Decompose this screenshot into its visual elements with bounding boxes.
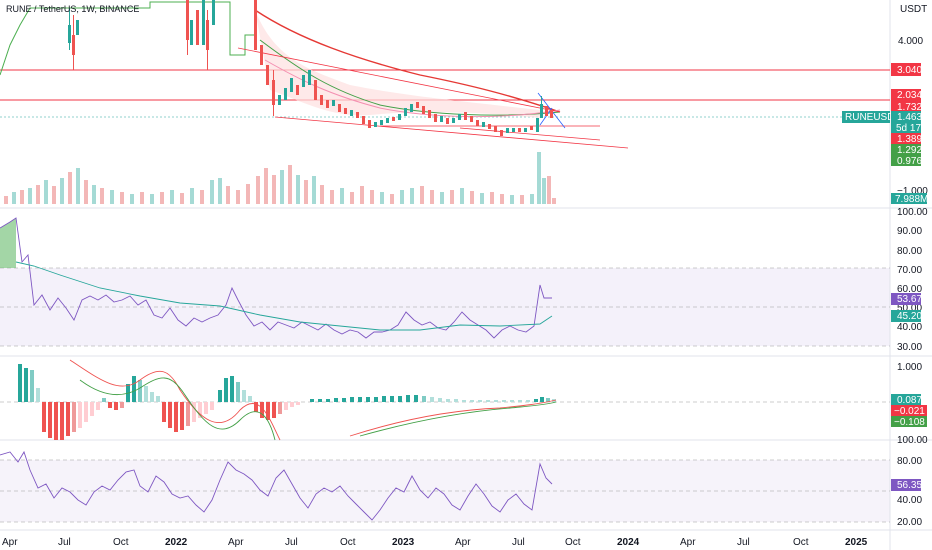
rsi-tick-30: 30.00 — [897, 342, 922, 353]
price-tag-0976: 0.976 — [897, 156, 922, 167]
stoch-line — [0, 450, 553, 521]
price-tag-current: 1.463 — [897, 112, 922, 123]
stoch-value-tag: 56.35 — [897, 480, 922, 491]
stoch-tick-80: 80.00 — [897, 456, 922, 467]
price-tick-4000: 4.000 — [898, 36, 923, 47]
time-tick: 2024 — [617, 537, 640, 548]
price-tick-neg1000: −1.000 — [897, 186, 928, 197]
macd-hist-tag: 0.087 — [897, 395, 922, 406]
stoch-tick-40: 40.00 — [897, 495, 922, 506]
symbol-tag[interactable] — [842, 111, 890, 123]
price-tag-1732: 1.732 — [897, 102, 922, 113]
time-tick: Jul — [285, 537, 298, 548]
macd-histogram — [18, 364, 556, 440]
time-tick: Apr — [2, 537, 18, 548]
price-tag-2034: 2.034 — [897, 90, 922, 101]
wedge-upper[interactable] — [237, 47, 561, 113]
chart-title: RUNE / TetherUS, 1W, BINANCE — [6, 4, 140, 14]
time-tick: Jul — [58, 537, 71, 548]
rsi-tick-100: 100.00 — [897, 207, 928, 218]
ma-green-line — [259, 39, 561, 116]
rsi-tick-50: 50.00 — [897, 303, 922, 314]
time-tick: Oct — [113, 537, 129, 548]
rsi-tick-60: 60.00 — [897, 284, 922, 295]
rsi-value-tag: 53.67 — [897, 294, 922, 305]
volume-tag: 7.988M — [895, 194, 928, 205]
time-tick: Apr — [680, 537, 696, 548]
time-tick: Jul — [737, 537, 750, 548]
price-tag-countdown: 5d 17h — [896, 123, 927, 134]
volume-bars — [4, 152, 556, 204]
rsi-tick-40: 40.00 — [897, 322, 922, 333]
time-tick: Oct — [793, 537, 809, 548]
price-tag-3040: 3.040 — [897, 65, 922, 76]
rsi-tick-80: 80.00 — [897, 246, 922, 257]
macd-signal-tag: −0.108 — [894, 417, 925, 428]
supertrend-line — [0, 1, 255, 76]
candles — [68, 0, 553, 136]
time-axis[interactable]: Apr Jul Oct 2022 Apr Jul Oct 2023 Apr Ju… — [2, 537, 868, 548]
rsi-tick-70: 70.00 — [897, 265, 922, 276]
ma-pink-line — [264, 59, 561, 118]
time-tick: Oct — [565, 537, 581, 548]
rsi-ma-value-tag: 45.20 — [897, 311, 922, 322]
macd-line-tag: −0.021 — [894, 406, 925, 417]
time-tick: 2025 — [845, 537, 868, 548]
macd-signal-line — [79, 377, 557, 441]
price-tag-1389: 1.389 — [897, 134, 922, 145]
time-tick: 2022 — [165, 537, 188, 548]
stoch-tick-100: 100.00 — [897, 435, 928, 446]
stoch-tick-20: 20.00 — [897, 517, 922, 528]
wedge-lower[interactable] — [274, 116, 629, 149]
rsi-overbought-fill — [0, 218, 16, 268]
macd-line — [69, 359, 557, 441]
macd-tick-1000: 1.000 — [897, 362, 922, 373]
price-tag-1292: 1.292 — [897, 145, 922, 156]
time-tick: Apr — [455, 537, 471, 548]
price-tick-currency: USDT — [900, 4, 927, 15]
time-tick: 2023 — [392, 537, 415, 548]
time-tick: Oct — [340, 537, 356, 548]
time-tick: Jul — [512, 537, 525, 548]
symbol-tag-label: RUNEUSDT — [845, 112, 901, 123]
time-tick: Apr — [228, 537, 244, 548]
wedge-small-lower[interactable] — [459, 127, 601, 141]
rsi-tick-90: 90.00 — [897, 226, 922, 237]
ma-red-line — [254, 9, 561, 113]
rsi-ma-line — [15, 261, 553, 331]
rsi-line — [0, 217, 552, 339]
